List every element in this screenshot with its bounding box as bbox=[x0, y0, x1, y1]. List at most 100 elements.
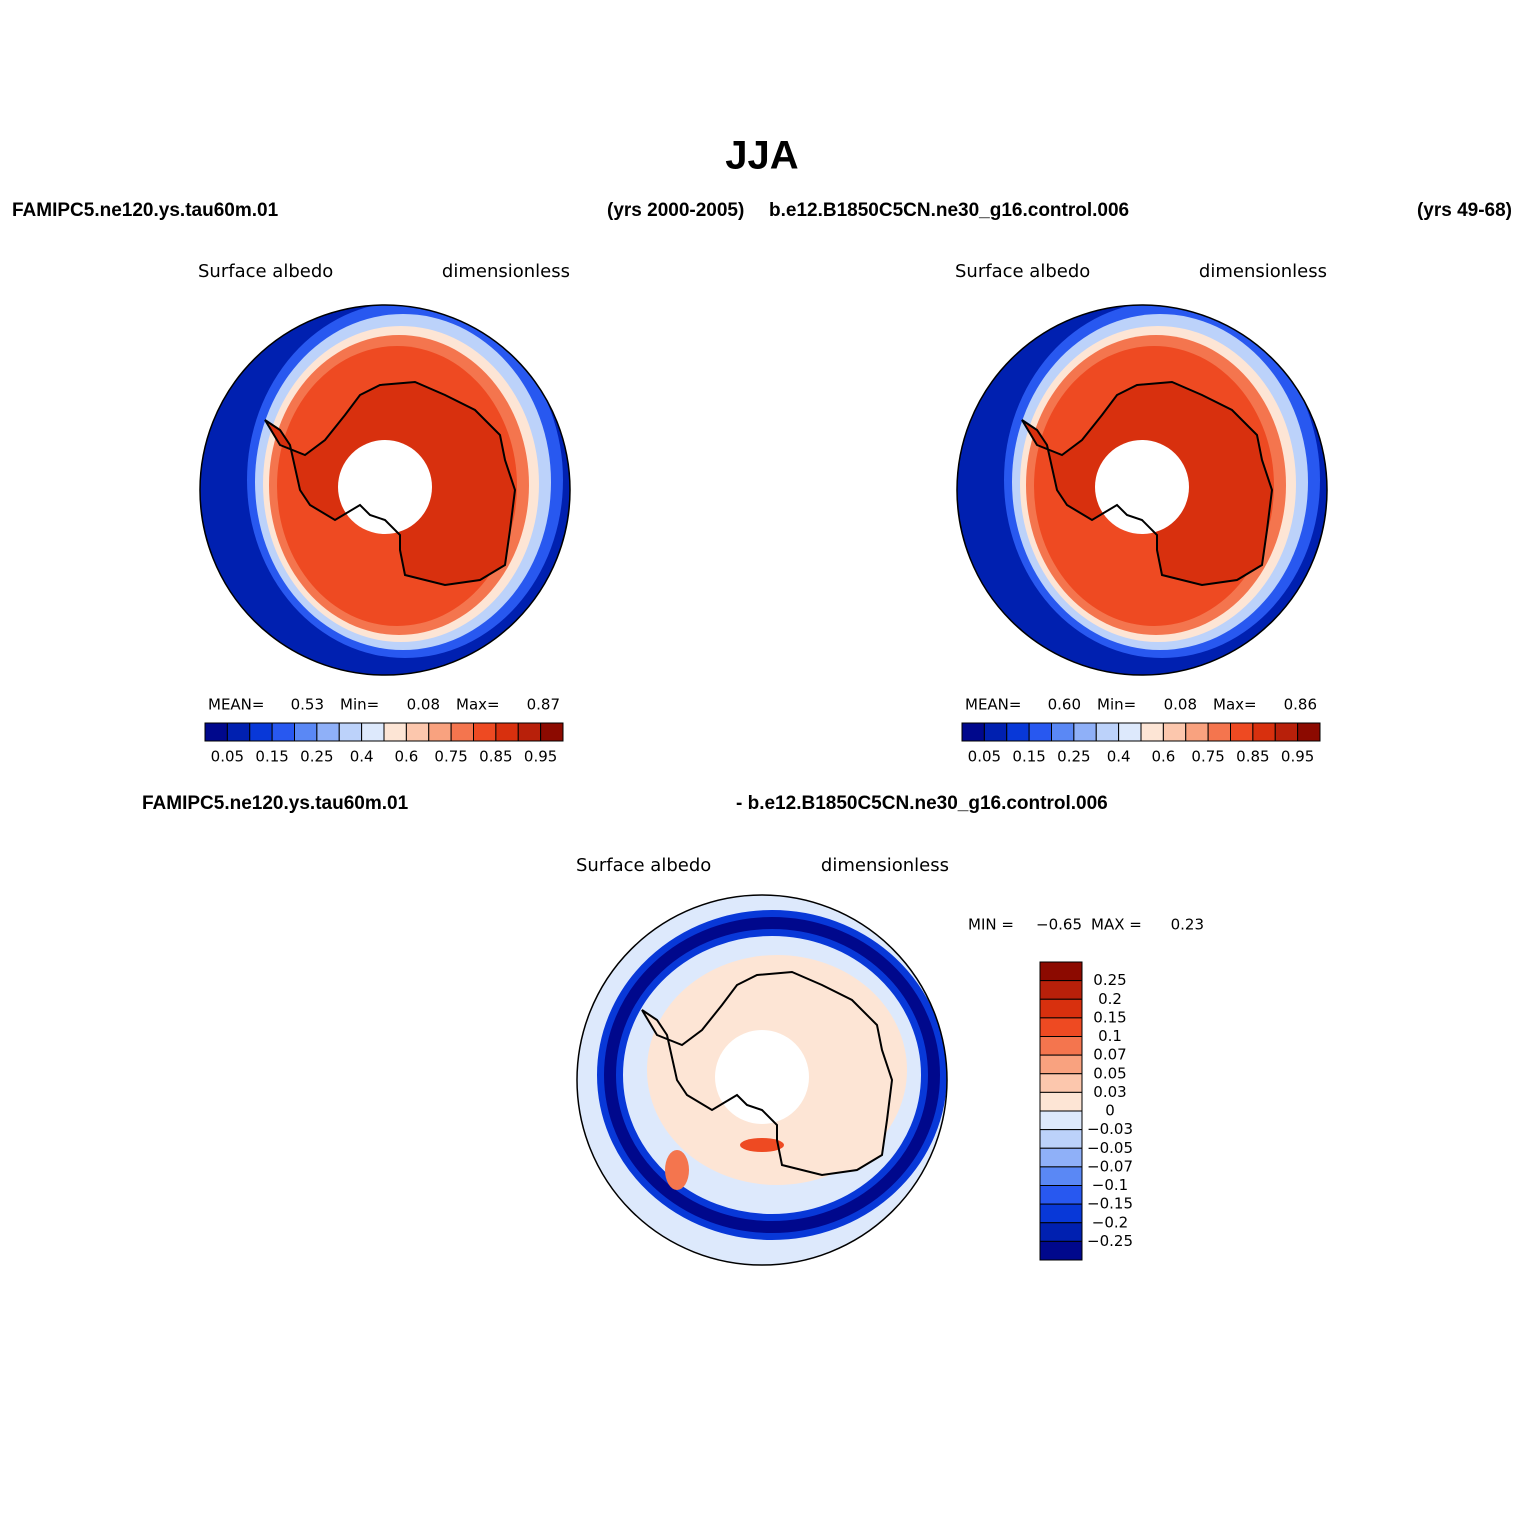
years: (yrs 2000-2005) bbox=[607, 200, 744, 221]
variable: Surface albedo bbox=[198, 261, 333, 282]
stat-label: Min= bbox=[340, 696, 379, 714]
colorbar-label: 0.95 bbox=[524, 748, 557, 766]
stat-value: 0.86 bbox=[1284, 696, 1317, 714]
colorbar-label: 0.25 bbox=[1093, 971, 1126, 989]
colorbar-box bbox=[361, 722, 385, 742]
case-name: b.e12.B1850C5CN.ne30_g16.control.006 bbox=[769, 200, 1129, 221]
colorbar-box bbox=[1095, 722, 1120, 742]
colorbar-box bbox=[983, 722, 1008, 742]
colorbar-label: 0.4 bbox=[1107, 748, 1131, 766]
pole-hole bbox=[338, 440, 432, 534]
colorbar-box bbox=[1028, 722, 1052, 742]
colorbar-box bbox=[1006, 722, 1030, 742]
stat-label: MAX = bbox=[1091, 916, 1142, 934]
colorbar-box bbox=[1039, 1091, 1083, 1112]
band bbox=[604, 917, 940, 1233]
years: (yrs 49-68) bbox=[1417, 200, 1512, 221]
stat-label: Min= bbox=[1097, 696, 1136, 714]
coastline bbox=[1021, 380, 1274, 587]
case-name: - b.e12.B1850C5CN.ne30_g16.control.006 bbox=[736, 793, 1108, 814]
colorbar-box bbox=[1162, 722, 1187, 742]
anomaly bbox=[665, 1150, 689, 1190]
stat-value: 0.23 bbox=[1171, 916, 1204, 934]
stat-label: MEAN= bbox=[965, 696, 1021, 714]
colorbar-label: −0.1 bbox=[1092, 1176, 1128, 1194]
colorbar-label: −0.03 bbox=[1087, 1120, 1133, 1138]
colorbar-label: 0.25 bbox=[300, 748, 333, 766]
colorbar-label: −0.15 bbox=[1087, 1195, 1133, 1213]
map-fill bbox=[577, 895, 947, 1265]
variable: Surface albedo bbox=[576, 855, 711, 876]
colorbar-label: 0.15 bbox=[1012, 748, 1045, 766]
map-border bbox=[956, 304, 1328, 676]
polar-map bbox=[199, 304, 571, 676]
colorbar-box bbox=[316, 722, 340, 742]
colorbar-box bbox=[1039, 1185, 1083, 1205]
colorbar-box bbox=[1039, 980, 1083, 1000]
colorbar-label: 0.03 bbox=[1093, 1083, 1126, 1101]
variable: Surface albedo bbox=[955, 261, 1090, 282]
colorbar-box bbox=[961, 722, 985, 742]
colorbar-box bbox=[1039, 1240, 1083, 1261]
colorbar-box bbox=[1039, 1129, 1083, 1149]
colorbar-label: −0.2 bbox=[1092, 1213, 1128, 1231]
colorbar-box bbox=[1118, 722, 1142, 742]
coastline bbox=[264, 380, 517, 587]
stat-value: −0.65 bbox=[1036, 916, 1082, 934]
colorbar-box bbox=[1274, 722, 1299, 742]
units: dimensionless bbox=[821, 855, 949, 876]
colorbar-box bbox=[204, 722, 228, 742]
anomaly bbox=[740, 1138, 784, 1152]
colorbar-label: 0.15 bbox=[255, 748, 288, 766]
colorbar-box bbox=[1039, 1203, 1083, 1224]
colorbar-box bbox=[1185, 722, 1209, 742]
colorbar-label: 0.25 bbox=[1057, 748, 1090, 766]
colorbar-box bbox=[1073, 722, 1097, 742]
pole-hole bbox=[1095, 440, 1189, 534]
colorbar-box bbox=[1297, 722, 1321, 742]
colorbar-label: 0.75 bbox=[1191, 748, 1224, 766]
colorbar-label: −0.07 bbox=[1087, 1157, 1133, 1175]
colorbar-box bbox=[1039, 1017, 1083, 1037]
stat-value: 0.60 bbox=[1048, 696, 1081, 714]
colorbar-box bbox=[1252, 722, 1276, 742]
colorbar-box bbox=[405, 722, 430, 742]
colorbar-box bbox=[517, 722, 542, 742]
colorbar-label: −0.25 bbox=[1087, 1232, 1133, 1250]
colorbar-box bbox=[1039, 1054, 1083, 1075]
stat-label: Max= bbox=[1213, 696, 1257, 714]
map-border bbox=[576, 894, 948, 1266]
colorbar-box bbox=[1039, 998, 1083, 1019]
colorbar-box bbox=[1039, 1073, 1083, 1093]
colorbar-box bbox=[1051, 722, 1075, 742]
stat-label: MEAN= bbox=[208, 696, 264, 714]
map-border bbox=[199, 304, 571, 676]
colorbar-box bbox=[450, 722, 474, 742]
colorbar-label: −0.05 bbox=[1087, 1139, 1133, 1157]
stat-label: MIN = bbox=[968, 916, 1014, 934]
colorbar-label: 0.95 bbox=[1281, 748, 1314, 766]
colorbar-box bbox=[1039, 1222, 1083, 1242]
colorbar-label: 0.6 bbox=[1151, 748, 1175, 766]
colorbar-label: 0.85 bbox=[479, 748, 512, 766]
case-name: FAMIPC5.ne120.ys.tau60m.01 bbox=[142, 793, 409, 814]
colorbar-box bbox=[495, 722, 519, 742]
colorbar-label: 0.05 bbox=[1093, 1064, 1126, 1082]
colorbar-label: 0 bbox=[1105, 1102, 1115, 1120]
colorbar-label: 0.05 bbox=[968, 748, 1001, 766]
colorbar-box bbox=[294, 722, 318, 742]
colorbar-box bbox=[1207, 722, 1231, 742]
colorbar-label: 0.85 bbox=[1236, 748, 1269, 766]
stat-value: 0.08 bbox=[407, 696, 440, 714]
colorbar-box bbox=[1039, 961, 1083, 982]
colorbar-box bbox=[428, 722, 452, 742]
colorbar-label: 0.07 bbox=[1093, 1046, 1126, 1064]
stat-value: 0.87 bbox=[527, 696, 560, 714]
title: JJA bbox=[725, 134, 798, 178]
colorbar-label: 0.4 bbox=[350, 748, 374, 766]
map-fill bbox=[200, 305, 570, 675]
colorbar-label: 0.6 bbox=[394, 748, 418, 766]
pole-hole bbox=[715, 1030, 809, 1124]
colorbar-box bbox=[1039, 1166, 1083, 1186]
colorbar-label: 0.1 bbox=[1098, 1027, 1122, 1045]
